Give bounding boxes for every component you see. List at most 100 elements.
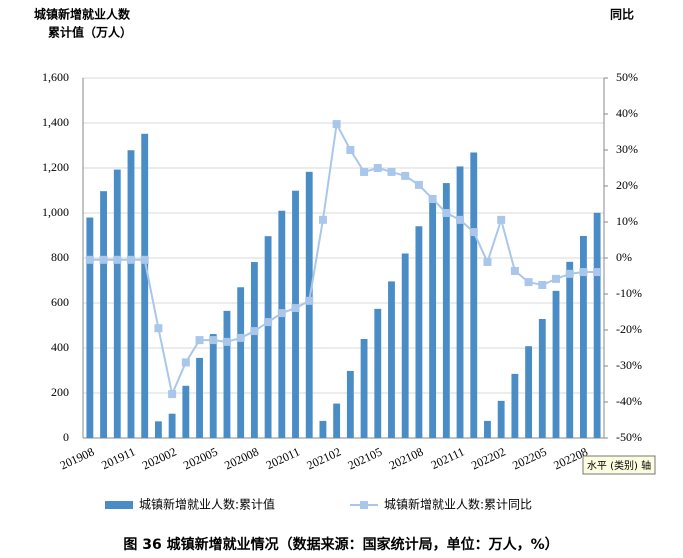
marker	[414, 180, 423, 189]
marker	[236, 333, 245, 342]
marker	[524, 278, 533, 287]
bar	[113, 169, 121, 438]
bar	[429, 202, 437, 438]
bar	[360, 339, 368, 438]
y-tick-label: 1,000	[42, 205, 69, 219]
caption: 图 36 城镇新增就业情况（数据来源：国家统计局，单位：万人，%）	[123, 536, 558, 553]
y2-tick-label: -20%	[616, 322, 642, 336]
marker	[552, 274, 561, 283]
y2-tick-label: 50%	[616, 70, 638, 84]
x-tick-label: 202105	[346, 445, 385, 473]
y2-tick-label: 40%	[616, 106, 638, 120]
bar	[470, 152, 478, 438]
y-tick-label: 600	[51, 295, 69, 309]
x-tick-label: 202002	[140, 445, 179, 473]
marker	[291, 304, 300, 313]
marker	[456, 215, 465, 224]
y2-tick-label: 30%	[616, 142, 638, 156]
marker	[277, 309, 286, 318]
marker	[428, 194, 437, 203]
marker	[346, 146, 355, 154]
marker	[140, 255, 149, 264]
marker	[250, 327, 259, 336]
bar	[497, 400, 505, 438]
y-tick-label: 200	[51, 385, 69, 399]
y-tick-label: 1,600	[42, 70, 69, 84]
marker	[401, 171, 410, 180]
marker	[264, 318, 273, 327]
bar	[552, 290, 560, 438]
marker	[360, 167, 369, 176]
y2-tick-label: 10%	[616, 214, 638, 228]
marker	[538, 281, 547, 289]
y-tick-label: 1,400	[42, 115, 69, 129]
y2-title: 同比	[610, 7, 634, 22]
marker	[469, 228, 478, 237]
legend-swatch	[360, 501, 368, 509]
bar	[319, 420, 327, 438]
marker	[565, 269, 574, 278]
x-tick-label: 201911	[99, 445, 137, 473]
marker	[318, 215, 327, 224]
bar	[388, 281, 395, 438]
legend-label: 城镇新增就业人数:累计同比	[384, 497, 532, 512]
y-tick-label: 1,200	[42, 160, 69, 174]
bar	[580, 235, 587, 438]
tooltip: 水平 (类别) 轴	[587, 459, 651, 472]
bar	[154, 421, 162, 438]
marker	[181, 358, 190, 367]
x-tick-label: 202202	[469, 445, 508, 473]
marker	[85, 255, 94, 264]
y-title: 城镇新增就业人数	[34, 7, 131, 22]
bar	[442, 183, 450, 438]
marker	[113, 255, 122, 264]
marker	[373, 164, 382, 172]
bar	[141, 133, 149, 439]
marker	[483, 257, 492, 266]
x-tick-label: 202005	[181, 445, 220, 473]
bar	[593, 212, 601, 438]
x-tick-label: 202111	[429, 445, 467, 473]
x-tick-label: 201908	[58, 445, 97, 473]
bar	[346, 370, 354, 438]
bar	[538, 318, 546, 438]
y-tick-label: 800	[51, 250, 69, 264]
bar	[209, 334, 217, 438]
marker	[126, 255, 135, 264]
marker	[195, 336, 204, 345]
y2-tick-label: -10%	[616, 286, 642, 300]
y-tick-label: 400	[51, 340, 69, 354]
bar	[511, 373, 519, 438]
marker	[593, 268, 602, 277]
marker	[209, 336, 218, 345]
marker	[387, 167, 396, 176]
marker	[332, 120, 341, 129]
marker	[497, 215, 506, 224]
bar	[415, 226, 423, 438]
bar	[223, 310, 231, 438]
bar	[100, 191, 107, 438]
marker	[579, 268, 588, 277]
x-tick-label: 202205	[510, 445, 549, 473]
y2-tick-label: -50%	[616, 430, 642, 444]
y2-tick-label: -40%	[616, 394, 642, 408]
y-title: 累计值（万人）	[48, 25, 132, 40]
legend-label: 城镇新增就业人数:累计值	[139, 497, 275, 512]
bar	[525, 346, 533, 438]
x-tick-label: 202011	[264, 445, 302, 473]
bar	[292, 190, 299, 438]
bar	[250, 262, 258, 438]
marker	[99, 255, 108, 264]
tooltip-box	[582, 455, 656, 475]
bar	[456, 166, 464, 439]
marker	[222, 337, 231, 346]
bar	[401, 253, 409, 438]
bar	[374, 308, 382, 438]
marker	[168, 390, 177, 399]
bar	[86, 217, 94, 438]
bar	[196, 357, 203, 438]
marker	[154, 324, 163, 333]
bar	[278, 210, 286, 438]
bar	[237, 287, 245, 438]
bar	[305, 171, 313, 438]
